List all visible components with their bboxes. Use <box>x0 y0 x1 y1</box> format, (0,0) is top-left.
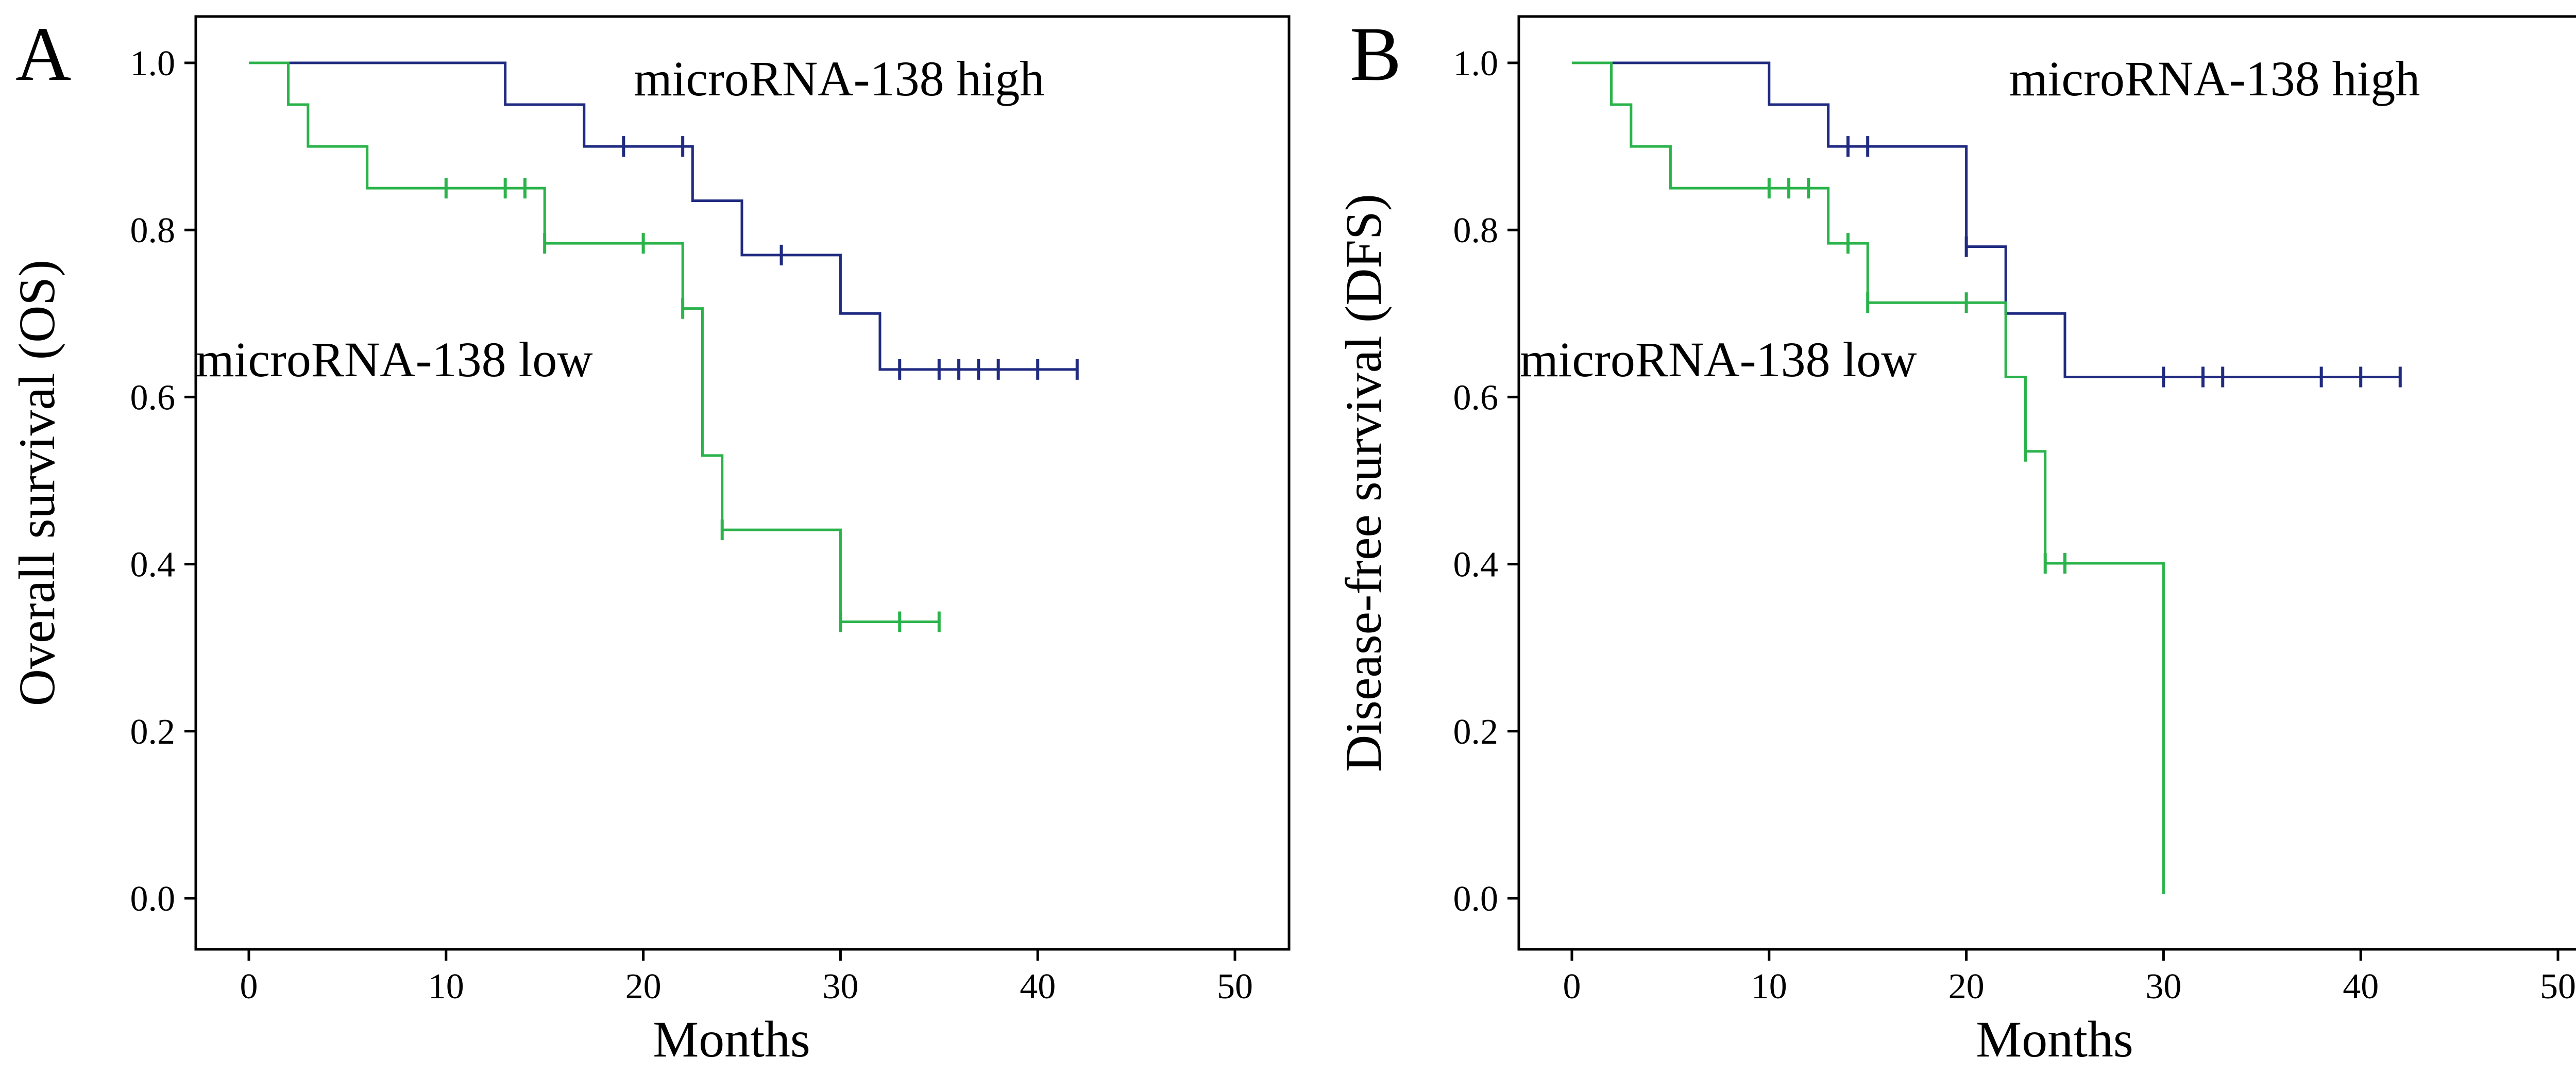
y-axis-title-a: Overall survival (OS) <box>8 260 65 706</box>
y-tick-label: 1.0 <box>130 44 176 83</box>
y-tick-b-0: 0.0 <box>1453 879 1519 919</box>
x-tick-label: 50 <box>1217 967 1253 1007</box>
x-tick-b-3: 30 <box>2145 949 2181 1007</box>
panel-label-b: B <box>1350 11 1401 97</box>
y-tick-label: 1.0 <box>1453 44 1499 83</box>
x-tick-b-0: 0 <box>1563 949 1581 1007</box>
x-tick-a-0: 0 <box>240 949 258 1007</box>
y-tick-a-4: 0.8 <box>130 211 196 250</box>
x-tick-label: 10 <box>1751 967 1787 1007</box>
x-tick-label: 30 <box>822 967 858 1007</box>
plot-frame-b <box>1517 15 2576 951</box>
y-tick-label: 0.6 <box>1453 378 1499 417</box>
axis-ticks-a: 0.0 0.2 0.4 0.6 0.8 1.0 0 10 20 30 40 50 <box>130 44 1253 1007</box>
survival-curve-low <box>249 61 939 623</box>
y-tick-label: 0.2 <box>1453 712 1499 752</box>
x-tick-b-5: 50 <box>2540 949 2576 1007</box>
y-tick-label: 0.0 <box>130 879 176 919</box>
y-tick-label: 0.6 <box>130 378 176 417</box>
x-tick-a-3: 30 <box>822 949 858 1007</box>
y-axis-title-b: Disease-free survival (DFS) <box>1335 194 1392 772</box>
x-tick-label: 50 <box>2540 967 2576 1007</box>
x-tick-a-1: 10 <box>428 949 464 1007</box>
y-tick-b-1: 0.2 <box>1453 712 1519 752</box>
y-tick-b-2: 0.4 <box>1453 545 1519 585</box>
x-tick-a-2: 20 <box>625 949 662 1007</box>
panel-label-a: A <box>15 11 71 97</box>
x-tick-label: 20 <box>625 967 662 1007</box>
y-tick-label: 0.4 <box>1453 545 1499 585</box>
annotation-low-a: microRNA-138 low <box>196 332 593 387</box>
x-tick-label: 40 <box>1020 967 1056 1007</box>
survival-curve-low <box>1572 61 2165 894</box>
y-tick-label: 0.0 <box>1453 879 1499 919</box>
y-tick-a-5: 1.0 <box>130 44 196 83</box>
y-tick-label: 0.4 <box>130 545 176 585</box>
y-tick-a-3: 0.6 <box>130 378 196 417</box>
annotation-high-a: microRNA-138 high <box>634 51 1044 106</box>
panel-a: A 0.0 0.2 0.4 0.6 0.8 1.0 0 10 20 30 40 … <box>8 11 1291 1068</box>
x-tick-b-1: 10 <box>1751 949 1787 1007</box>
x-tick-label: 20 <box>1948 967 1985 1007</box>
plot-frame-a <box>194 15 1291 951</box>
y-tick-a-0: 0.0 <box>130 879 196 919</box>
survival-curve-high <box>1572 61 2400 378</box>
x-tick-b-2: 20 <box>1948 949 1985 1007</box>
x-tick-label: 0 <box>240 967 258 1007</box>
x-tick-b-4: 40 <box>2343 949 2379 1007</box>
x-tick-label: 10 <box>428 967 464 1007</box>
annotation-low-b: microRNA-138 low <box>1520 332 1917 387</box>
axis-ticks-b: 0.0 0.2 0.4 0.6 0.8 1.0 0 10 20 30 40 50 <box>1453 44 2576 1007</box>
x-tick-label: 40 <box>2343 967 2379 1007</box>
y-tick-label: 0.8 <box>130 211 176 250</box>
y-tick-b-3: 0.6 <box>1453 378 1519 417</box>
y-tick-a-2: 0.4 <box>130 545 196 585</box>
y-tick-b-4: 0.8 <box>1453 211 1519 250</box>
x-tick-a-4: 40 <box>1020 949 1056 1007</box>
x-tick-label: 30 <box>2145 967 2181 1007</box>
y-tick-b-5: 1.0 <box>1453 44 1519 83</box>
y-tick-label: 0.2 <box>130 712 176 752</box>
panel-b: B 0.0 0.2 0.4 0.6 0.8 1.0 0 10 20 30 40 … <box>1335 11 2576 1068</box>
y-tick-a-1: 0.2 <box>130 712 196 752</box>
series-layer-a <box>249 61 1079 632</box>
series-layer-b <box>1572 61 2402 894</box>
x-tick-a-5: 50 <box>1217 949 1253 1007</box>
survival-curve-high <box>249 61 1077 371</box>
x-tick-label: 0 <box>1563 967 1581 1007</box>
x-axis-title-a: Months <box>653 1011 810 1068</box>
y-tick-label: 0.8 <box>1453 211 1499 250</box>
annotation-high-b: microRNA-138 high <box>2009 51 2420 106</box>
x-axis-title-b: Months <box>1976 1011 2133 1068</box>
